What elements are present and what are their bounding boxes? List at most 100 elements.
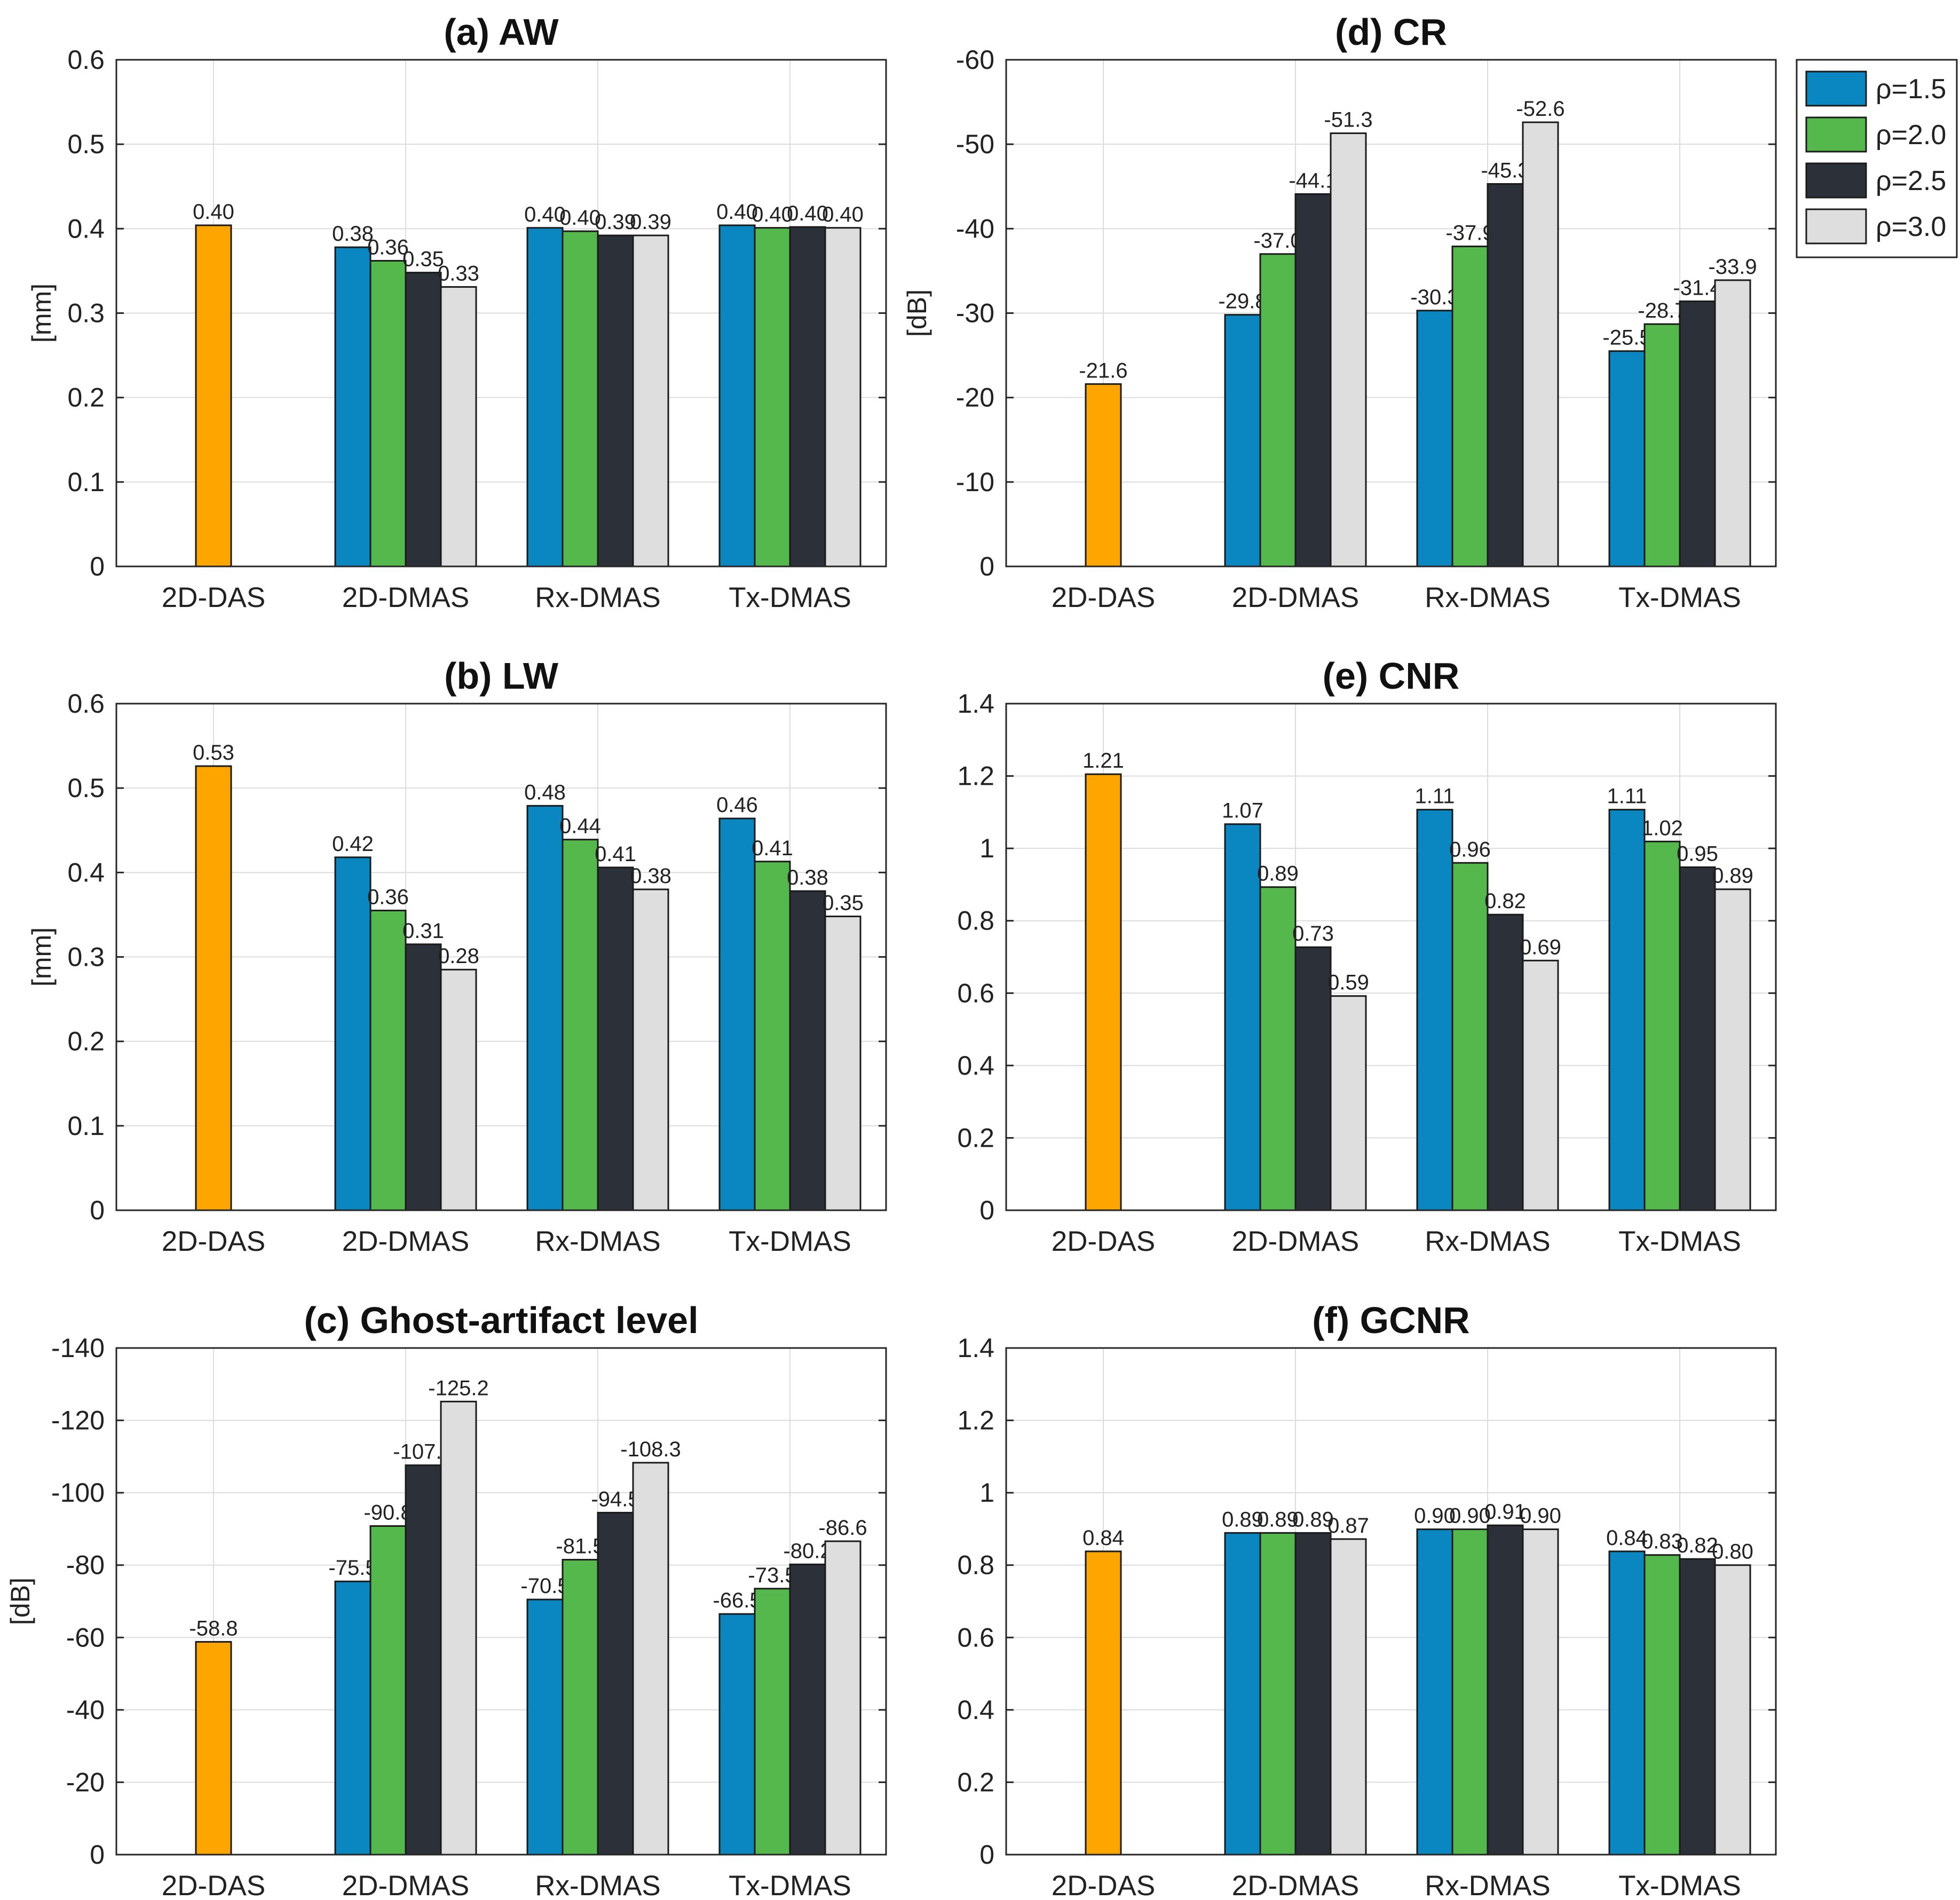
y-tick-label: -120 [51, 1406, 105, 1436]
y-tick-label: 1 [979, 833, 994, 863]
bar-Rx-DMAS-s4 [1522, 121, 1559, 567]
y-tick-label: -20 [66, 1767, 105, 1797]
x-tick-label: 2D-DMAS [342, 582, 470, 613]
y-tick-label: 0.4 [67, 214, 105, 243]
bar-2D-DMAS-s2 [1259, 1532, 1297, 1856]
x-tick-label: Rx-DMAS [1425, 1870, 1551, 1900]
data-label: 0.33 [438, 262, 479, 285]
bar-Tx-DMAS-s2 [1643, 1554, 1681, 1856]
bar-Rx-DMAS-s1 [526, 227, 564, 567]
y-tick-label: 0.3 [67, 942, 105, 972]
bar-Tx-DMAS-s3 [1679, 300, 1716, 567]
y-tick-label: 1.4 [957, 689, 994, 719]
y-axis-label: [mm] [27, 283, 57, 343]
data-label: 0.90 [1520, 1504, 1561, 1528]
data-label: 0.38 [787, 866, 828, 889]
chart-panel-c: 0 -20 -40 -60 -80 -100 -120 -140 2D-DAS 2D-DMAS Rx… [5, 1299, 887, 1900]
bar-2D-DMAS-s1 [334, 246, 372, 567]
bar-Tx-DMAS-s1 [1608, 1550, 1646, 1856]
panel-title: (e) CNR [1323, 655, 1460, 697]
data-label: -81.5 [556, 1535, 604, 1558]
data-label: 0.89 [1222, 1508, 1263, 1531]
chart-panel-b: 0 0.1 0.2 0.3 0.4 0.5 0.6 2D-DAS 2D-DMAS Rx-DMAS T… [27, 655, 887, 1257]
bar-Rx-DMAS-s1 [1416, 809, 1453, 1211]
data-label: -58.8 [189, 1617, 238, 1640]
y-tick-label: 0.5 [67, 129, 105, 159]
axes-box [115, 59, 887, 567]
y-tick-label: 0.1 [67, 1111, 105, 1141]
chart-panels: 0 0.1 0.2 0.3 0.4 0.5 0.6 2D-DAS 2D-DMAS Rx-DMAS T… [5, 11, 1777, 1900]
bar-2D-DMAS-s1 [1224, 1532, 1261, 1856]
y-tick-label: 0.4 [957, 1051, 994, 1081]
bar-Rx-DMAS-s3 [597, 866, 634, 1211]
data-label: 1.21 [1082, 749, 1124, 772]
x-tick-label: 2D-DAS [162, 1226, 265, 1257]
data-label: -51.3 [1324, 108, 1372, 132]
bar-Rx-DMAS-s4 [1522, 959, 1559, 1211]
bar-Tx-DMAS-s1 [718, 224, 756, 567]
bar-2D-DMAS-s2 [369, 1525, 407, 1856]
bar-Rx-DMAS-s3 [597, 234, 634, 567]
y-tick-label: 0.3 [67, 298, 105, 328]
data-label: 0.41 [595, 842, 636, 866]
bar-Rx-DMAS-s1 [1416, 1528, 1453, 1856]
bar-Tx-DMAS-s4 [824, 916, 862, 1211]
x-tick-label: Tx-DMAS [729, 1870, 851, 1900]
x-tick-label: Rx-DMAS [535, 582, 661, 613]
bar-Tx-DMAS-s4 [1714, 888, 1751, 1211]
data-label: 0.82 [1677, 1534, 1718, 1557]
data-label: -44.1 [1289, 169, 1337, 192]
bar-Tx-DMAS-s3 [1679, 866, 1716, 1211]
bar-Rx-DMAS-s2 [1451, 1528, 1489, 1856]
x-tick-label: 2D-DAS [1052, 1870, 1155, 1900]
y-tick-label: 0.8 [957, 1550, 994, 1580]
bar-Rx-DMAS-s1 [526, 1598, 564, 1856]
bar-reference-2D-DAS [195, 224, 232, 567]
bar-Rx-DMAS-s2 [1451, 246, 1489, 567]
panel-title: (c) Ghost-artifact level [304, 1299, 698, 1341]
data-label: 0.91 [1484, 1500, 1526, 1524]
bar-Rx-DMAS-s4 [632, 234, 669, 567]
data-label: 0.40 [822, 203, 864, 226]
bar-Tx-DMAS-s2 [754, 227, 791, 567]
x-tick-label: Tx-DMAS [1618, 582, 1741, 613]
chart-panel-d: 0 -10 -20 -30 -40 -50 -60 2D-DAS 2D-DMAS Rx-DMAS T… [902, 11, 1777, 613]
y-tick-label: -60 [66, 1622, 105, 1652]
data-label: 0.40 [524, 203, 566, 226]
data-label: 1.07 [1222, 799, 1263, 823]
bar-2D-DMAS-s4 [440, 968, 477, 1211]
data-label: -125.2 [428, 1376, 488, 1400]
data-label: 0.40 [752, 203, 793, 226]
y-tick-label: 0.5 [67, 773, 105, 803]
data-label: 1.11 [1607, 785, 1647, 808]
bar-Tx-DMAS-s4 [1714, 1564, 1751, 1856]
bar-2D-DMAS-s2 [1259, 253, 1297, 567]
data-label: -66.5 [713, 1589, 761, 1612]
chart-panel-a: 0 0.1 0.2 0.3 0.4 0.5 0.6 2D-DAS 2D-DMAS Rx-DMAS T… [27, 11, 887, 613]
y-tick-label: 0.6 [67, 45, 105, 75]
data-label: 0.31 [402, 919, 444, 943]
x-tick-label: Rx-DMAS [1425, 582, 1551, 613]
data-label: 0.46 [716, 793, 758, 817]
data-label: 0.40 [559, 206, 601, 230]
y-tick-label: -140 [51, 1333, 105, 1363]
data-label: -70.5 [520, 1574, 569, 1598]
bar-Rx-DMAS-s3 [1487, 183, 1524, 567]
y-tick-label: -30 [956, 298, 994, 328]
data-label: 0.80 [1712, 1540, 1753, 1564]
bar-2D-DMAS-s2 [1259, 886, 1297, 1211]
data-label: 0.38 [332, 222, 374, 246]
data-label: 0.89 [1257, 862, 1299, 886]
x-tick-label: Rx-DMAS [535, 1870, 661, 1900]
axes-box [1005, 1347, 1777, 1856]
bar-2D-DMAS-s3 [405, 272, 442, 567]
data-label: 0.82 [1484, 889, 1526, 913]
bar-2D-DMAS-s3 [1294, 193, 1332, 567]
x-tick-label: 2D-DMAS [1232, 1226, 1360, 1257]
bar-Tx-DMAS-s4 [1714, 279, 1751, 567]
data-label: 0.84 [1606, 1526, 1648, 1550]
bar-Tx-DMAS-s1 [718, 1613, 756, 1856]
data-label: 0.38 [630, 864, 671, 888]
y-tick-label: 0 [90, 1195, 105, 1225]
data-label: -73.5 [748, 1564, 796, 1587]
